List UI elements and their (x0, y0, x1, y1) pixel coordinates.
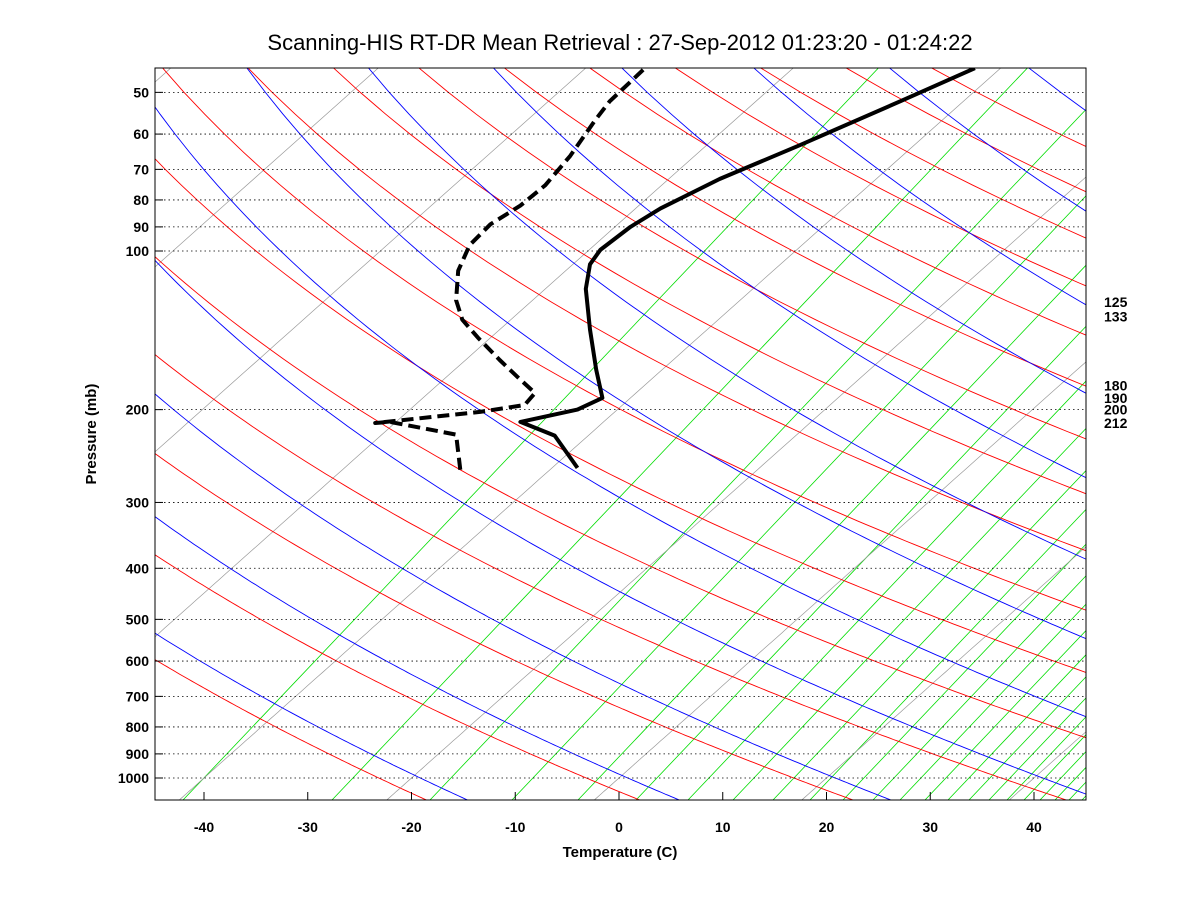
y-tick-label: 70 (133, 161, 149, 177)
y-axis-label: Pressure (mb) (83, 384, 100, 485)
mixing-ratio-line (1054, 766, 1086, 800)
mixing-ratio-line (182, 68, 879, 800)
mixing-ratio-line (511, 195, 1086, 800)
dry-adiabat-line (155, 452, 855, 800)
mixing-ratio-line (988, 697, 1086, 800)
dry-adiabat-line (503, 68, 1086, 387)
mixing-ratio-line (968, 676, 1086, 800)
y-tick-label: 300 (126, 494, 150, 510)
mixing-ratio-line (772, 469, 1086, 800)
moist-adiabat-line (155, 393, 893, 800)
background-lines (155, 41, 1200, 810)
isotherm-line (155, 68, 172, 83)
right-pressure-label: 212 (1104, 415, 1128, 431)
mixing-ratio-line (809, 508, 1086, 800)
right-pressure-label: 180 (1104, 378, 1128, 394)
y-tick-label: 50 (133, 84, 149, 100)
right-pressure-label: 125 (1104, 294, 1128, 310)
dry-adiabat-line (418, 68, 1086, 440)
mixing-ratio-line (577, 264, 1086, 800)
isotherm-line (179, 68, 1002, 800)
dry-adiabat-line (155, 158, 1086, 673)
isotherm-line (594, 361, 1086, 800)
isotherm-line (801, 546, 1086, 800)
chart-title: Scanning-HIS RT-DR Mean Retrieval : 27-S… (267, 30, 973, 55)
right-pressure-label: 133 (1104, 308, 1128, 324)
x-tick-label: -30 (298, 819, 318, 835)
mixing-ratio-line (429, 108, 1086, 800)
mixing-ratio-line (635, 325, 1086, 800)
profile-series (373, 68, 976, 470)
dewpoint-profile-line (373, 68, 647, 470)
y-tick-label: 700 (126, 688, 150, 704)
dry-adiabat-line (155, 354, 1068, 800)
dry-adiabat-line (155, 256, 1086, 739)
isotherm-line (386, 176, 1086, 800)
dry-adiabat-line (155, 659, 428, 800)
mixing-ratio-line (842, 543, 1086, 800)
mixing-ratio-line (1081, 795, 1086, 800)
moist-adiabat-line (246, 68, 1086, 640)
mixing-ratio-line (899, 603, 1086, 800)
right-pressure-label: 200 (1104, 402, 1128, 418)
pressure-grid (155, 91, 1086, 779)
moist-adiabat-line (155, 516, 681, 800)
isotherm-line (155, 68, 379, 268)
x-tick-label: 10 (715, 819, 731, 835)
x-ticks: -40 -30 -20 -10 0 10 20 30 40 (194, 792, 1042, 835)
y-tick-label: 800 (126, 719, 150, 735)
x-tick-label: 30 (922, 819, 938, 835)
x-tick-label: 20 (819, 819, 835, 835)
dry-adiabat-line (930, 68, 1086, 148)
x-tick-label: 0 (615, 819, 623, 835)
y-tick-label: 500 (126, 611, 150, 627)
dry-adiabat-line (162, 68, 1086, 611)
right-pressure-label: 190 (1104, 390, 1128, 406)
dry-adiabat-line (332, 68, 1086, 495)
x-tick-label: -40 (194, 819, 214, 835)
x-tick-label: 40 (1026, 819, 1042, 835)
y-tick-label: 200 (126, 402, 150, 418)
y-tick-label: 80 (133, 192, 149, 208)
y-tick-label: 1000 (118, 770, 149, 786)
moist-adiabat-line (492, 68, 1086, 479)
dry-adiabat-line (155, 554, 641, 800)
mixing-ratio-line (1068, 781, 1086, 800)
y-tick-label: 900 (126, 746, 150, 762)
dry-adiabat-line (247, 68, 1086, 552)
mixing-ratio-line (687, 380, 1086, 800)
mixing-ratio-line (947, 654, 1086, 800)
moist-adiabat-line (367, 68, 1086, 560)
y-tick-label: 400 (126, 560, 150, 576)
moist-adiabat-line (1028, 68, 1086, 112)
mixing-ratio-line (872, 575, 1086, 800)
y-tick-label: 60 (133, 126, 149, 142)
mixing-ratio-line (331, 68, 1028, 800)
moist-adiabat-line (155, 259, 1086, 795)
moist-adiabat-line (1136, 41, 1200, 810)
x-tick-label: -20 (401, 819, 421, 835)
plot-frame (154, 67, 1087, 801)
y-tick-label: 100 (126, 243, 150, 259)
isotherm-line (155, 68, 587, 453)
temperature-profile-line (518, 68, 976, 470)
y-tick-label: 90 (133, 219, 149, 235)
dry-adiabat-line (759, 68, 1086, 239)
moist-adiabat-line (155, 632, 469, 800)
x-axis-label: Temperature (C) (563, 844, 678, 861)
x-tick-label: -10 (505, 819, 525, 835)
mixing-ratio-line (732, 427, 1086, 800)
isotherm-line (1009, 731, 1086, 800)
y-ticks: 50 60 70 80 90 100 200 300 400 500 600 700 800 900 100… (118, 84, 163, 786)
y-tick-label: 600 (126, 653, 150, 669)
moist-adiabat-line (155, 106, 1086, 718)
